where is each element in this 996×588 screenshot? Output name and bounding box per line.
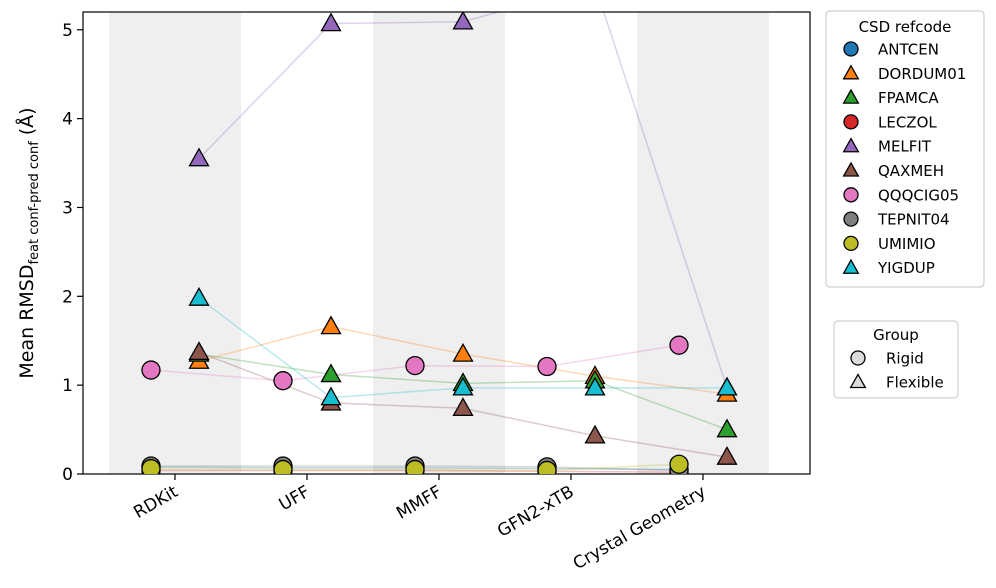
legend-marker-qaxmeh bbox=[842, 161, 860, 177]
point-qaxmeh-crystal-geometry bbox=[716, 446, 738, 465]
legend-marker-yigdup bbox=[842, 258, 860, 274]
point-melfit-uff bbox=[320, 12, 342, 32]
group-legend-marker-rigid bbox=[850, 350, 866, 366]
y-tick-label: 5 bbox=[62, 21, 73, 41]
point-qqqcig05-gfn2-xtb bbox=[537, 356, 557, 377]
point-yigdup-crystal-geometry bbox=[716, 376, 738, 396]
point-umimio-uff bbox=[273, 459, 293, 474]
point-qaxmeh-gfn2-xtb bbox=[584, 424, 606, 444]
legend-marker-umimio bbox=[843, 235, 859, 252]
legend-label-qaxmeh: QAXMEH bbox=[878, 162, 944, 180]
y-tick-label: 4 bbox=[62, 110, 73, 130]
shaded-bands bbox=[109, 12, 769, 474]
x-tick-label: Crystal Geometry bbox=[570, 482, 710, 574]
point-yigdup-mmff bbox=[452, 376, 474, 396]
legend-marker-antcen bbox=[843, 41, 859, 57]
point-dordum01-mmff bbox=[452, 342, 474, 362]
y-axis-ticks: 0 1 2 3 4 5 bbox=[62, 21, 83, 485]
group-legend-label-rigid: Rigid bbox=[886, 350, 924, 368]
x-tick-label: UFF bbox=[276, 482, 314, 515]
legend-label-leczol: LECZOL bbox=[878, 113, 937, 131]
point-umimio-crystal-geometry bbox=[669, 454, 689, 474]
point-fpamca-crystal-geometry bbox=[716, 418, 738, 438]
point-qqqcig05-uff bbox=[273, 371, 293, 391]
y-tick-label: 1 bbox=[62, 376, 73, 396]
point-umimio-mmff bbox=[405, 459, 425, 474]
x-tick-label: GFN2-xTB bbox=[494, 482, 577, 542]
legend-label-qqqcig05: QQQCIG05 bbox=[878, 186, 959, 204]
point-melfit-mmff bbox=[452, 12, 474, 30]
point-qqqcig05-rdkit bbox=[141, 360, 161, 380]
group-legend-label-flexible: Flexible bbox=[886, 374, 944, 392]
point-fpamca-uff bbox=[320, 363, 342, 383]
legend-label-tepnit04: TEPNIT04 bbox=[877, 211, 950, 229]
legend-label-melfit: MELFIT bbox=[878, 138, 932, 156]
x-tick-label: MMFF bbox=[393, 482, 445, 524]
legend-marker-tepnit04 bbox=[843, 211, 859, 227]
legend-marker-fpamca bbox=[842, 88, 860, 104]
refcode-legend: CSD refcode ANTCEN DORDUM01 FPAMCA LECZOL MEL… bbox=[825, 10, 985, 288]
point-qaxmeh-rdkit bbox=[188, 341, 210, 361]
point-yigdup-uff bbox=[320, 386, 342, 406]
legend-marker-qqqcig05 bbox=[843, 187, 859, 203]
band-rdkit bbox=[109, 12, 241, 474]
group-legend-marker-flexible bbox=[849, 373, 867, 389]
point-yigdup-rdkit bbox=[188, 286, 210, 306]
point-melfit-rdkit bbox=[188, 147, 210, 167]
group-legend-title: Group bbox=[873, 326, 919, 344]
data-markers bbox=[141, 12, 738, 474]
y-tick-label: 0 bbox=[62, 465, 73, 485]
legend-label-antcen: ANTCEN bbox=[878, 41, 939, 59]
legend-box bbox=[825, 10, 985, 288]
point-yigdup-gfn2-xtb bbox=[584, 376, 606, 396]
legend-marker-leczol bbox=[843, 114, 859, 130]
point-qqqcig05-mmff bbox=[405, 355, 425, 376]
axes bbox=[82, 11, 811, 475]
legend-title: CSD refcode bbox=[859, 18, 952, 36]
point-dordum01-uff bbox=[320, 315, 342, 335]
legend-marker-melfit bbox=[842, 137, 860, 153]
point-qqqcig05-crystal-geometry bbox=[669, 335, 689, 355]
legend-label-umimio: UMIMIO bbox=[878, 235, 936, 253]
point-qaxmeh-mmff bbox=[452, 397, 474, 416]
point-umimio-rdkit bbox=[141, 459, 161, 474]
legend-marker-dordum01 bbox=[842, 64, 860, 80]
legend-label-fpamca: FPAMCA bbox=[878, 89, 939, 107]
point-umimio-gfn2-xtb bbox=[537, 460, 557, 474]
x-tick-label: RDKit bbox=[130, 482, 181, 523]
y-axis-label: Mean RMSDfeat conf-pred conf(Å) bbox=[15, 107, 42, 378]
plot-frame bbox=[82, 11, 811, 475]
legend-label-yigdup: YIGDUP bbox=[877, 259, 935, 277]
legend-label-dordum01: DORDUM01 bbox=[878, 65, 966, 83]
y-tick-label: 3 bbox=[62, 198, 73, 218]
group-legend: Group Rigid Flexible bbox=[833, 320, 959, 399]
group-legend-box bbox=[833, 320, 959, 399]
y-tick-label: 2 bbox=[62, 287, 73, 307]
band-crystal-geometry bbox=[637, 12, 769, 474]
band-mmff bbox=[373, 12, 505, 474]
